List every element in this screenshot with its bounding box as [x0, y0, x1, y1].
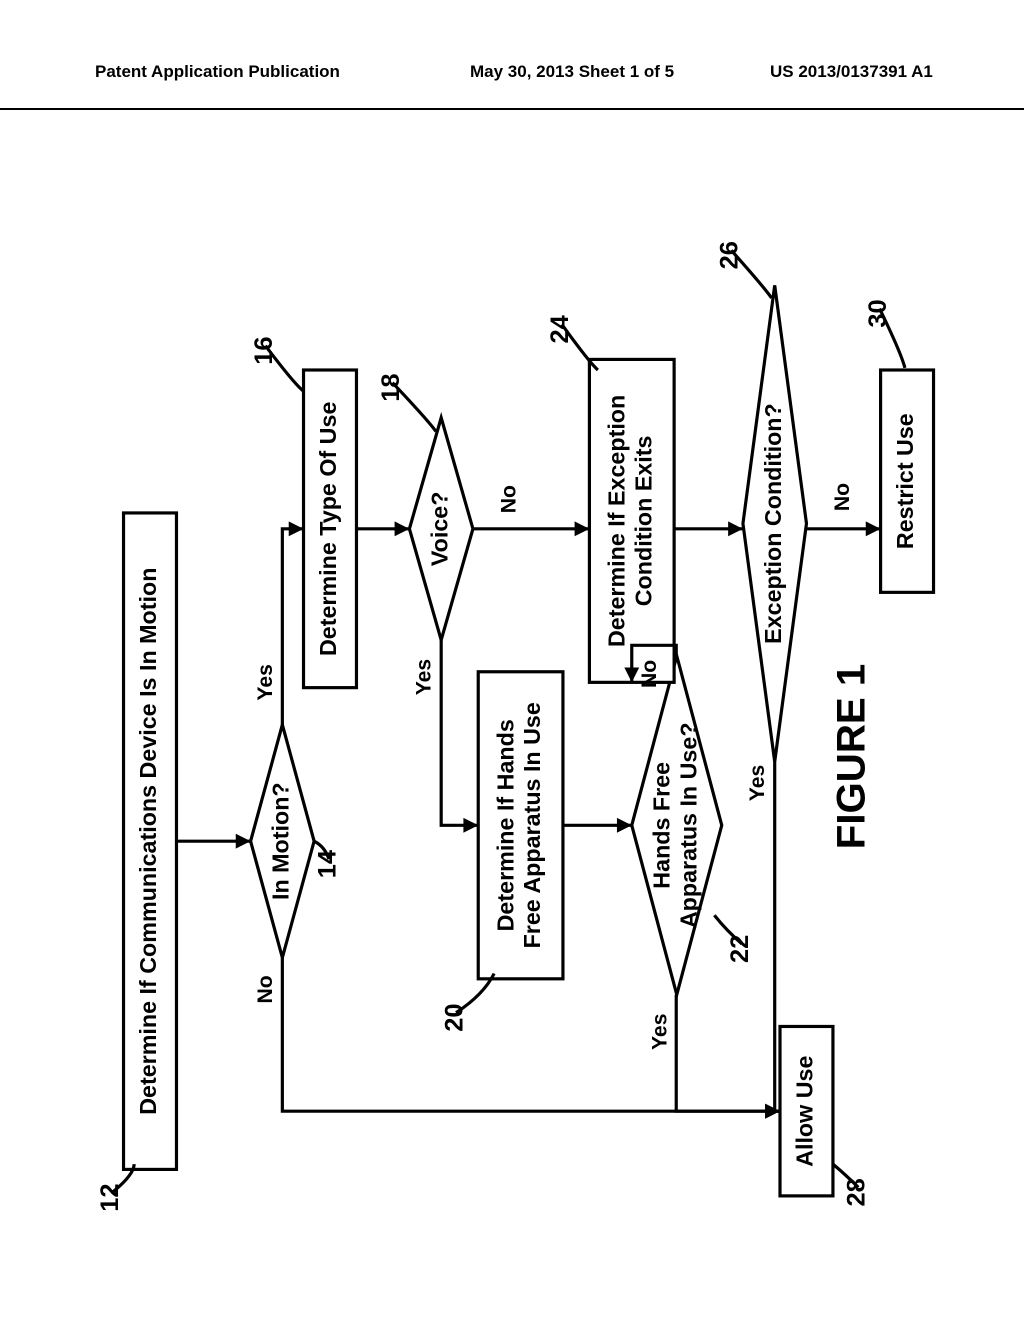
ref-label: 16 — [250, 336, 278, 364]
ref-leader — [880, 309, 905, 368]
edge — [676, 995, 780, 1111]
ref-label: 18 — [377, 373, 405, 401]
figure-title: FIGURE 1 — [829, 664, 874, 849]
node-label: Restrict Use — [892, 413, 918, 549]
edge-label: No — [497, 485, 520, 513]
header-right: US 2013/0137391 A1 — [770, 62, 933, 82]
flowchart-diagram: Determine If Communications Device Is In… — [60, 170, 960, 1290]
ref-leader — [392, 383, 435, 432]
ref-leader — [731, 250, 771, 298]
edge-label: Yes — [413, 659, 436, 695]
edge-label: Yes — [746, 765, 769, 801]
edge — [282, 958, 780, 1112]
edge-label: Yes — [254, 664, 277, 700]
edge — [282, 529, 303, 725]
header-line: Patent Application Publication May 30, 2… — [0, 62, 1024, 70]
ref-leader — [562, 324, 598, 370]
node-label: In Motion? — [268, 782, 294, 900]
node-label: Free Apparatus In Use — [519, 702, 545, 948]
node-label: Determine If Communications Device Is In… — [135, 568, 161, 1115]
edge-label: No — [638, 660, 661, 688]
ref-leader — [265, 346, 303, 392]
node-label: Determine Type Of Use — [315, 402, 341, 656]
ref-label: 24 — [546, 315, 574, 343]
edge-label: No — [254, 975, 277, 1003]
page-header: Patent Application Publication May 30, 2… — [0, 62, 1024, 110]
edge — [441, 640, 478, 825]
ref-label: 22 — [726, 935, 754, 963]
node-label: Determine If Hands — [492, 719, 518, 931]
node-label: Determine If Exception — [604, 395, 630, 647]
node-label: Hands Free — [649, 762, 675, 889]
ref-label: 28 — [843, 1178, 871, 1206]
node-label: Condition Exits — [630, 436, 656, 607]
node-label: Exception Condition? — [760, 403, 786, 644]
node-label: Apparatus In Use? — [675, 722, 701, 928]
edge-label: No — [831, 483, 854, 511]
header-left: Patent Application Publication — [95, 62, 340, 82]
node-label: Voice? — [426, 492, 452, 567]
header-center: May 30, 2013 Sheet 1 of 5 — [470, 62, 674, 82]
node-label: Allow Use — [792, 1056, 818, 1167]
edge-label: Yes — [649, 1014, 672, 1050]
ref-label: 26 — [716, 241, 744, 269]
